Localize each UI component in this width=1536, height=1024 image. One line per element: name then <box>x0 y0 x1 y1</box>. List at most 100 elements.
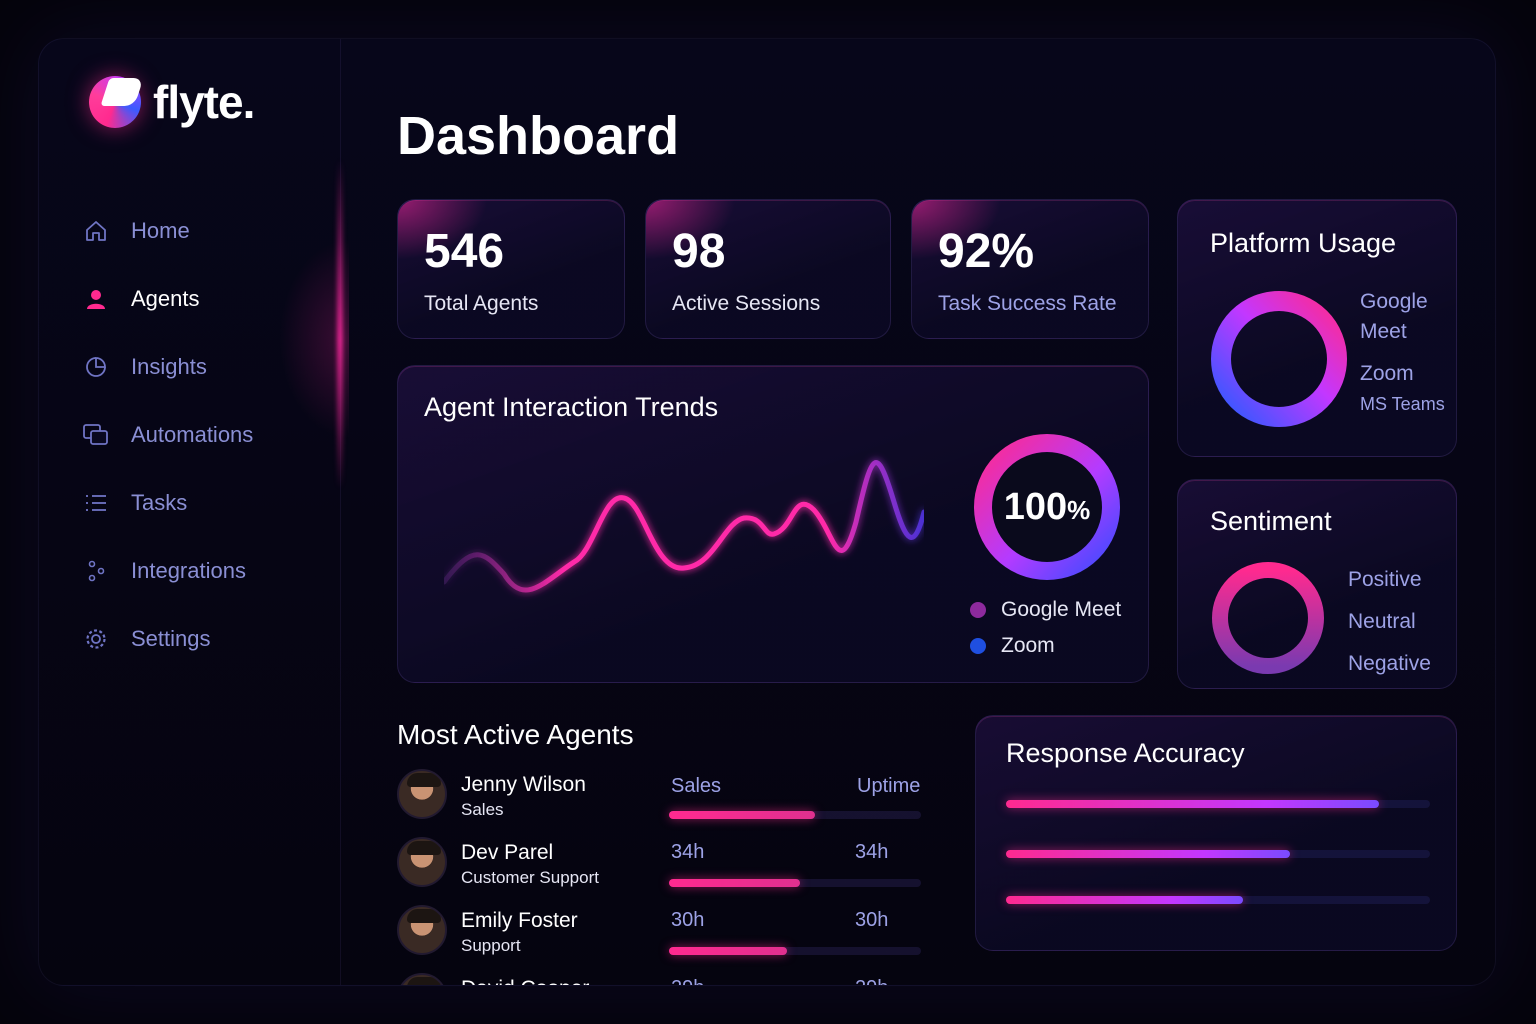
sidebar-item-automations[interactable]: Automations <box>83 401 313 469</box>
agent-progress-fill <box>669 811 816 819</box>
sidebar: flyte. Home Agents Insights <box>39 39 349 985</box>
legend-meet: Meet <box>1360 320 1407 343</box>
legend-zoom: Zoom <box>1360 362 1414 385</box>
avatar <box>397 837 447 887</box>
page-title: Dashboard <box>397 106 680 166</box>
donut-unit: % <box>1067 495 1091 525</box>
agent-progress-track <box>669 811 921 819</box>
column-header-sales: Sales <box>671 775 722 797</box>
pie-chart-icon <box>83 354 109 380</box>
sidebar-item-label: Settings <box>131 626 211 651</box>
legend-positive: Positive <box>1348 568 1422 591</box>
agent-progress-track <box>669 879 921 887</box>
stat-label: Active Sessions <box>672 292 821 315</box>
sidebar-item-label: Agents <box>131 286 200 311</box>
sidebar-item-label: Insights <box>131 354 207 379</box>
legend-label: Zoom <box>1001 634 1055 657</box>
interaction-trends-card[interactable]: Agent Interaction Trends <box>397 365 1149 683</box>
agent-row[interactable]: Dev Parel Customer Support 34h 34h <box>397 837 927 905</box>
legend-google: Google <box>1360 290 1428 313</box>
agent-name: Dev Parel <box>461 841 554 864</box>
app-frame: flyte. Home Agents Insights <box>38 38 1496 986</box>
accuracy-track <box>1006 800 1430 808</box>
agent-row[interactable]: Jenny Wilson Sales <box>397 769 927 837</box>
trends-donut-label: 100% <box>972 486 1122 529</box>
legend-label: Google Meet <box>1001 598 1122 621</box>
accuracy-fill <box>1006 850 1291 858</box>
stat-card-active-sessions[interactable]: 98 Active Sessions <box>645 199 891 339</box>
stat-label: Total Agents <box>424 292 539 315</box>
sidebar-item-label: Tasks <box>131 490 188 515</box>
trends-donut <box>974 434 1120 580</box>
sidebar-item-integrations[interactable]: Integrations <box>83 537 313 605</box>
section-title-most-active-agents: Most Active Agents <box>397 719 634 750</box>
avatar <box>397 905 447 955</box>
agent-uptime: 29h <box>855 977 888 985</box>
legend-ms-teams: MS Teams <box>1360 394 1445 414</box>
accuracy-track <box>1006 850 1430 858</box>
sidebar-nav: Home Agents Insights Automations <box>83 197 313 673</box>
list-icon <box>83 490 109 516</box>
agent-name: Emily Foster <box>461 909 578 932</box>
agent-sales: 34h <box>671 841 705 863</box>
agent-row[interactable]: David Cooper Sales 29h 29h <box>397 973 927 985</box>
legend-dot <box>970 602 986 618</box>
brand-logo[interactable]: flyte. <box>89 75 255 129</box>
card-title: Agent Interaction Trends <box>424 392 719 422</box>
agent-list: Jenny Wilson Sales Dev Parel Customer Su… <box>397 769 927 985</box>
legend-dot <box>970 638 986 654</box>
legend-item-google-meet: Google Meet <box>970 598 1121 622</box>
stat-value: 546 <box>424 225 505 278</box>
sidebar-item-agents[interactable]: Agents <box>83 265 313 333</box>
sentiment-card[interactable]: Sentiment Positive Neutral Negative <box>1177 479 1457 689</box>
sidebar-item-insights[interactable]: Insights <box>83 333 313 401</box>
agent-role: Support <box>461 936 521 955</box>
column-header-uptime: Uptime <box>857 775 921 797</box>
platform-usage-donut <box>1211 291 1347 427</box>
stat-card-total-agents[interactable]: 546 Total Agents <box>397 199 625 339</box>
legend-neutral: Neutral <box>1348 610 1416 633</box>
stat-card-task-success-rate[interactable]: 92% Task Success Rate <box>911 199 1149 339</box>
windows-icon <box>83 422 109 448</box>
card-title: Sentiment <box>1210 506 1332 536</box>
card-title: Response Accuracy <box>1006 738 1245 768</box>
agent-name: Jenny Wilson <box>461 773 586 796</box>
avatar <box>397 973 447 985</box>
sidebar-item-label: Integrations <box>131 558 246 583</box>
agent-row[interactable]: Emily Foster Support 30h 30h <box>397 905 927 973</box>
nodes-icon <box>83 558 109 584</box>
agent-role: Customer Support <box>461 868 599 887</box>
user-icon <box>83 286 109 312</box>
logo-mark-icon <box>89 76 141 128</box>
legend-item-zoom: Zoom <box>970 634 1055 658</box>
accuracy-track <box>1006 896 1430 904</box>
accuracy-fill <box>1006 800 1380 808</box>
sentiment-donut <box>1212 562 1324 674</box>
stat-value: 98 <box>672 225 726 278</box>
agent-progress-track <box>669 947 921 955</box>
sidebar-item-tasks[interactable]: Tasks <box>83 469 313 537</box>
avatar <box>397 769 447 819</box>
agent-progress-fill <box>669 947 788 955</box>
donut-value: 100 <box>1003 486 1068 528</box>
response-accuracy-card[interactable]: Response Accuracy <box>975 715 1457 951</box>
agent-uptime: 30h <box>855 909 889 931</box>
agent-sales: 29h <box>671 977 704 985</box>
agent-sales: 30h <box>671 909 705 931</box>
trend-line-chart <box>444 460 924 593</box>
sidebar-glow-line <box>337 159 343 489</box>
agent-progress-fill <box>669 879 801 887</box>
sidebar-item-label: Home <box>131 218 190 243</box>
legend-negative: Negative <box>1348 652 1431 675</box>
sidebar-item-settings[interactable]: Settings <box>83 605 313 673</box>
agent-role: Sales <box>461 800 504 819</box>
stat-value: 92% <box>938 225 1035 278</box>
platform-usage-card[interactable]: Platform Usage Google Meet Zoom MS Teams <box>1177 199 1457 457</box>
agent-name: David Cooper <box>461 977 589 985</box>
brand-name: flyte. <box>153 76 255 128</box>
home-icon <box>83 218 109 244</box>
stat-label: Task Success Rate <box>938 292 1117 315</box>
sidebar-item-home[interactable]: Home <box>83 197 313 265</box>
card-title: Platform Usage <box>1210 228 1397 258</box>
accuracy-fill <box>1006 896 1244 904</box>
